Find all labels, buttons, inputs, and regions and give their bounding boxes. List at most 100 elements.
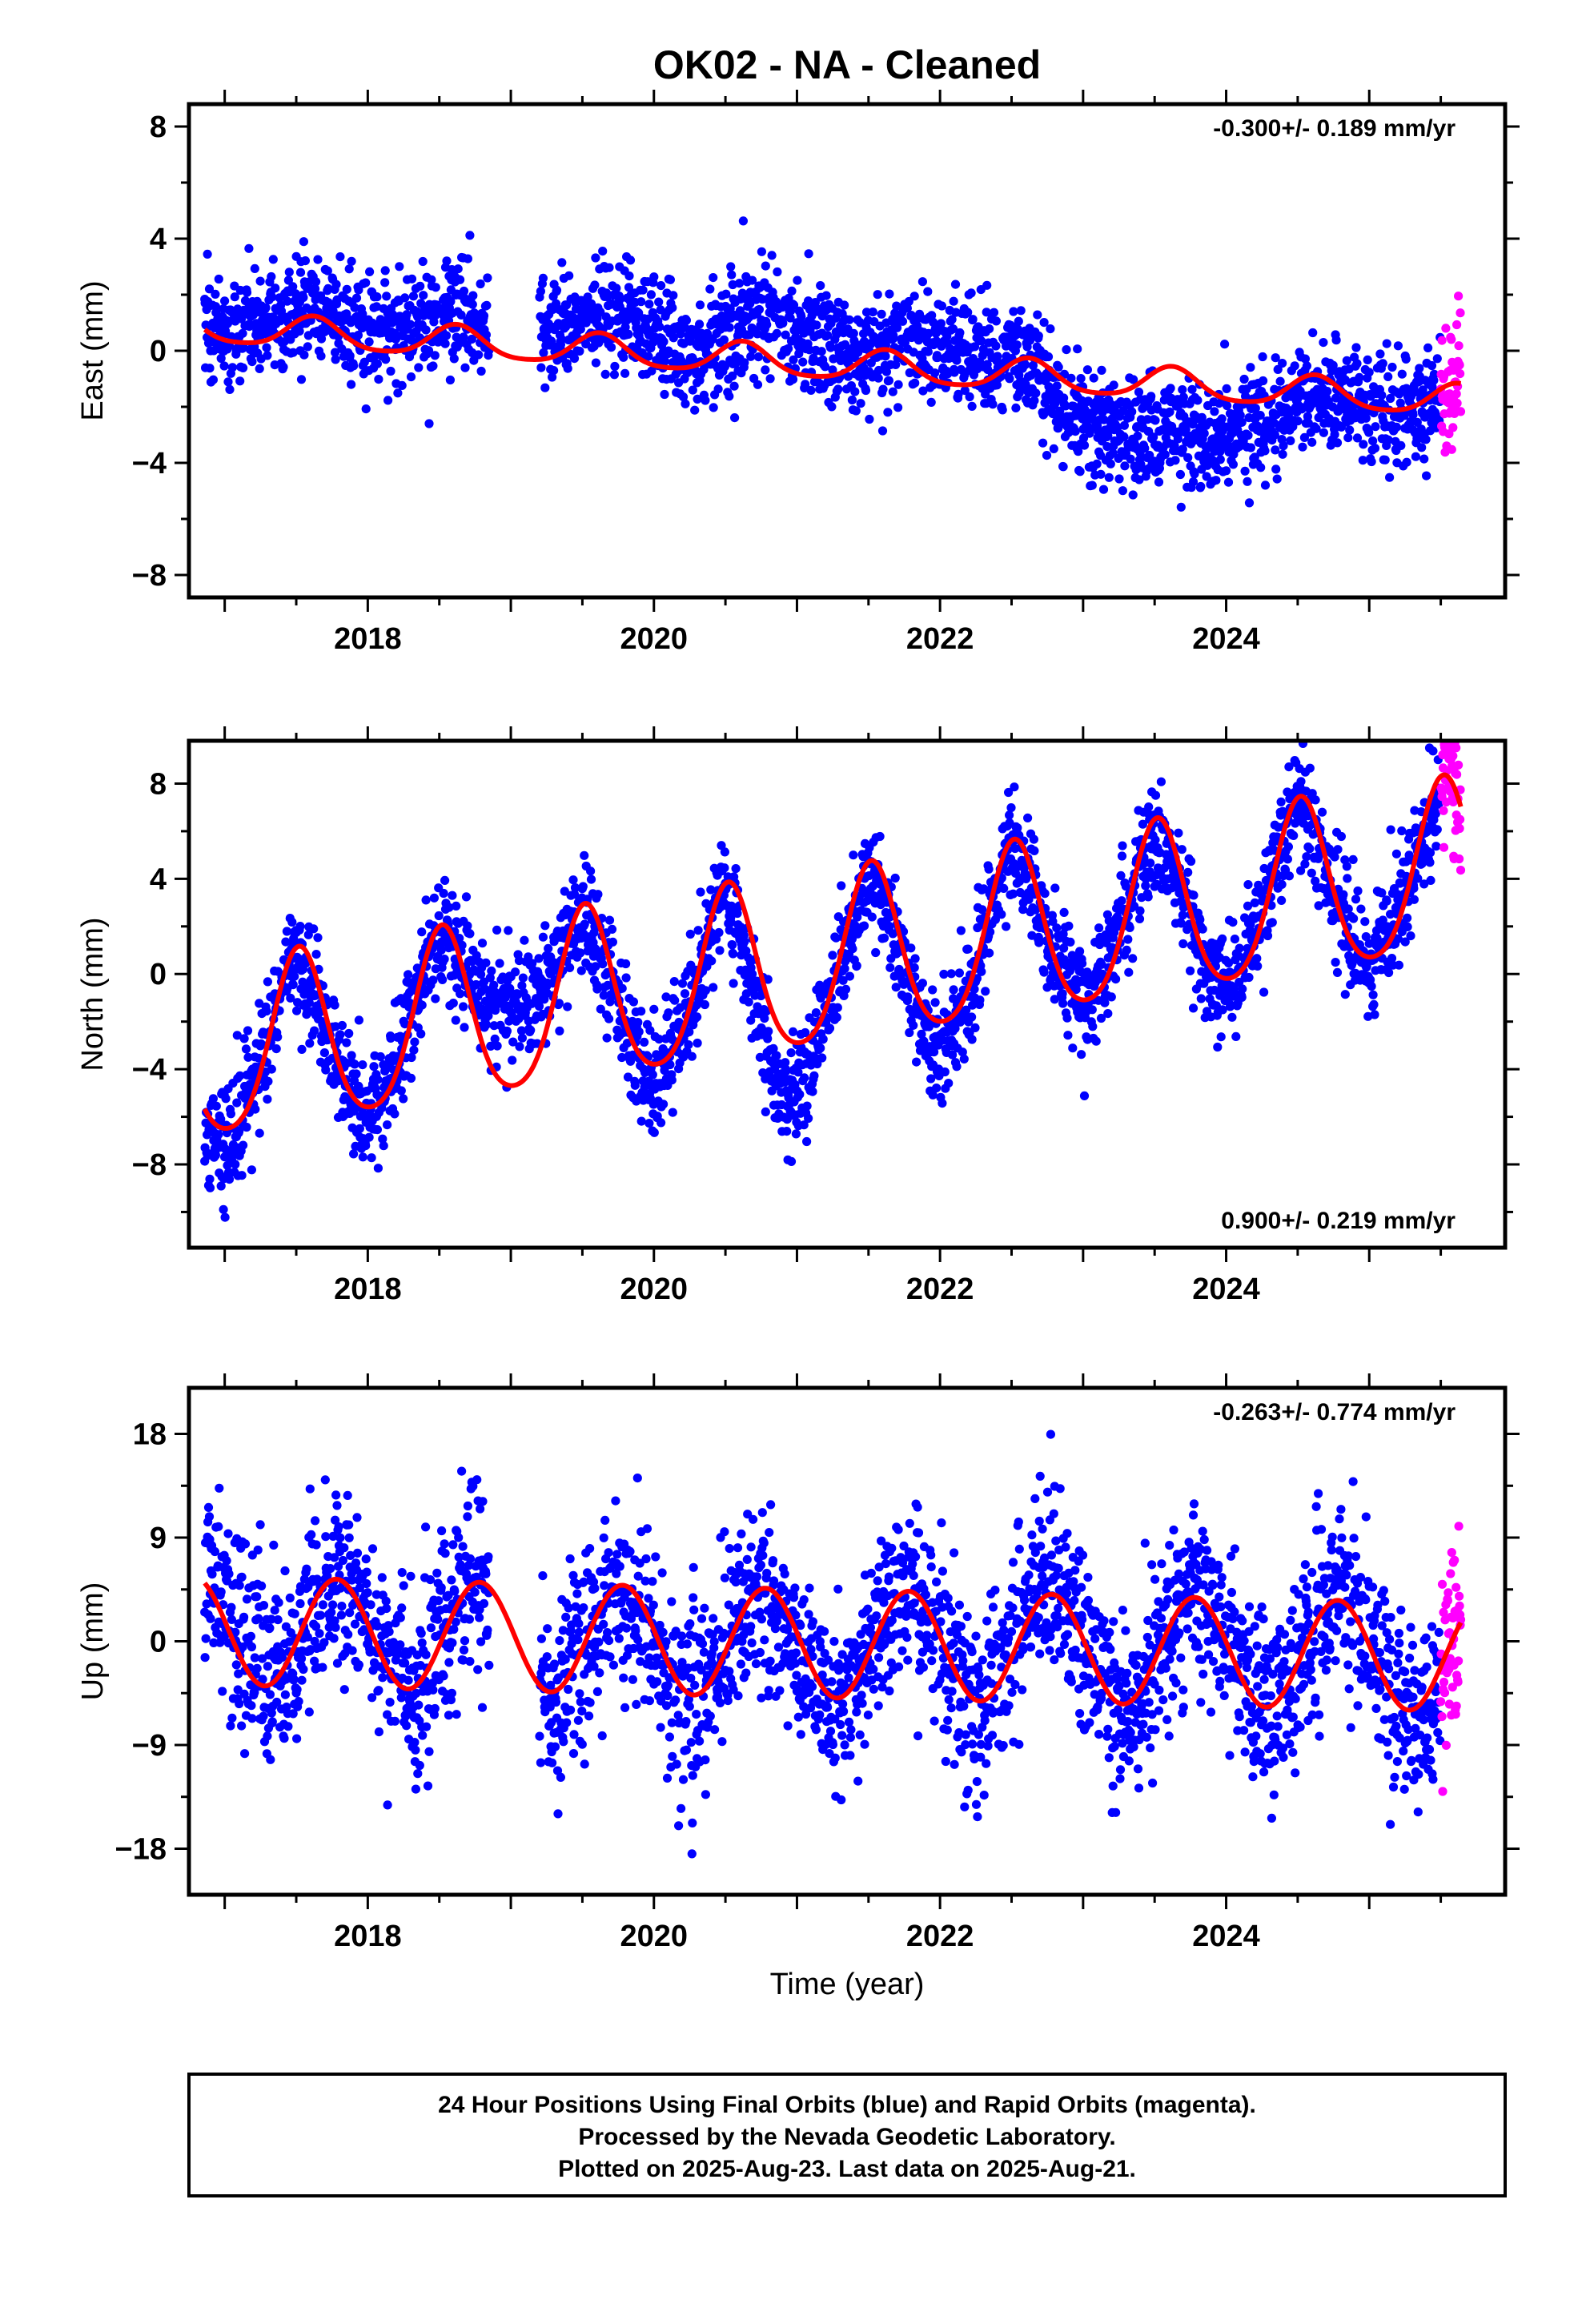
east-final-point	[812, 320, 821, 330]
north-final-point	[591, 962, 600, 971]
north-final-point	[621, 973, 631, 983]
east-final-point	[479, 311, 489, 320]
east-final-point	[810, 298, 820, 308]
north-final-point	[685, 929, 695, 939]
north-final-point	[287, 917, 297, 927]
east-final-point	[299, 292, 308, 303]
east-final-point	[1042, 451, 1052, 460]
east-final-point	[888, 387, 897, 396]
east-final-point	[1243, 476, 1252, 486]
north-final-point	[891, 983, 901, 992]
east-final-point	[877, 426, 888, 436]
north-final-point	[1059, 907, 1069, 917]
east-final-point	[397, 380, 407, 390]
east-final-point	[761, 365, 770, 375]
north-final-point	[984, 864, 994, 874]
east-final-point	[1009, 307, 1018, 316]
east-x-tick-label: 2024	[1192, 622, 1260, 656]
east-final-point	[1149, 432, 1158, 442]
east-final-point	[1273, 364, 1283, 374]
east-final-point	[214, 274, 223, 284]
east-final-point	[789, 355, 798, 364]
east-rapid-point	[1456, 308, 1465, 318]
east-final-point	[669, 333, 678, 343]
north-final-point	[648, 1070, 657, 1080]
east-final-point	[681, 316, 692, 325]
east-final-point	[659, 337, 669, 347]
east-final-point	[296, 375, 307, 384]
east-final-point	[538, 273, 548, 283]
north-final-point	[1135, 906, 1145, 915]
east-final-point	[644, 352, 653, 361]
east-final-point	[985, 324, 994, 334]
east-final-point	[1046, 324, 1055, 334]
north-final-point	[1088, 1022, 1098, 1031]
east-final-point	[424, 346, 434, 356]
north-final-point	[451, 1015, 460, 1025]
north-final-point	[1023, 813, 1033, 822]
north-final-point	[563, 1002, 572, 1011]
north-final-point	[828, 951, 837, 960]
east-final-point	[405, 320, 416, 329]
north-final-point	[617, 983, 627, 993]
north-final-point	[622, 1039, 632, 1048]
east-final-point	[374, 375, 383, 384]
north-final-point	[429, 893, 440, 903]
north-final-point	[351, 1069, 361, 1079]
east-final-point	[1351, 343, 1361, 352]
north-final-point	[791, 1129, 801, 1139]
north-final-point	[879, 933, 889, 943]
north-final-point	[417, 927, 427, 937]
north-final-point	[477, 939, 488, 948]
east-final-point	[331, 348, 340, 357]
east-final-point	[646, 290, 656, 300]
east-final-point	[965, 392, 974, 402]
east-final-point	[1074, 447, 1083, 456]
north-final-point	[802, 1136, 812, 1147]
north-final-point	[221, 1094, 231, 1104]
east-final-point	[1215, 455, 1225, 464]
east-final-point	[1286, 436, 1295, 446]
east-final-point	[591, 253, 600, 263]
east-final-point	[1378, 359, 1387, 368]
north-final-point	[354, 1081, 363, 1091]
east-final-point	[654, 297, 664, 307]
north-final-point	[849, 850, 858, 860]
north-final-point	[817, 1053, 827, 1063]
east-final-point	[778, 318, 788, 328]
east-final-point	[459, 286, 469, 296]
east-final-point	[918, 386, 928, 396]
east-final-point	[784, 344, 793, 353]
east-final-point	[204, 284, 215, 294]
east-final-point	[893, 323, 902, 332]
north-final-point	[231, 1160, 240, 1169]
east-final-point	[904, 296, 913, 307]
north-final-point	[628, 997, 639, 1007]
east-final-point	[221, 326, 231, 336]
north-final-point	[649, 1128, 659, 1137]
east-final-point	[849, 328, 858, 338]
east-final-point	[669, 291, 678, 300]
east-final-point	[773, 267, 782, 277]
east-final-point	[430, 351, 440, 360]
east-final-point	[874, 365, 884, 376]
east-final-point	[754, 304, 765, 315]
north-final-point	[502, 1026, 512, 1036]
east-final-point	[247, 357, 257, 367]
north-final-point	[214, 1130, 223, 1140]
east-final-point	[1222, 466, 1231, 476]
east-final-point	[1098, 485, 1109, 494]
north-final-point	[664, 1008, 673, 1018]
north-final-point	[444, 903, 454, 912]
east-final-point	[1175, 469, 1185, 480]
east-final-point	[991, 316, 1001, 326]
east-final-point	[279, 362, 288, 372]
east-final-point	[1196, 481, 1206, 492]
north-final-point	[1062, 1013, 1072, 1023]
north-final-point	[242, 1122, 251, 1132]
north-final-point	[772, 1051, 781, 1060]
east-final-point	[576, 324, 585, 334]
east-final-point	[295, 327, 304, 336]
north-final-point	[1029, 834, 1038, 844]
east-final-point	[797, 312, 806, 321]
